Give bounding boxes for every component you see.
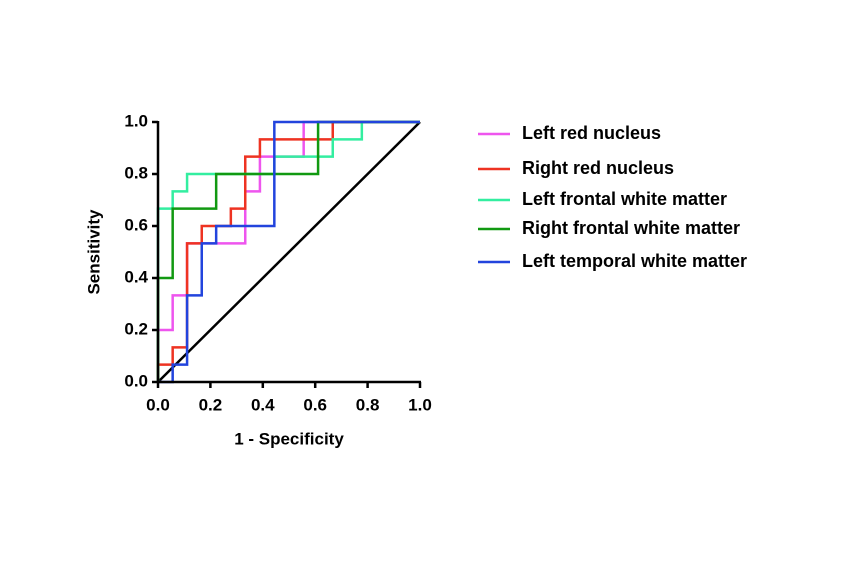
x-tick-label: 0.4 [251, 395, 275, 414]
y-tick-label: 0.0 [124, 371, 148, 390]
roc-curve [158, 120, 420, 384]
x-tick-label: 1.0 [408, 395, 432, 414]
x-tick-label: 0.8 [356, 395, 380, 414]
legend-label: Left red nucleus [522, 123, 661, 143]
legend-label: Left temporal white matter [522, 251, 747, 271]
y-tick-label: 0.2 [124, 319, 148, 338]
y-tick-label: 0.4 [124, 267, 148, 286]
y-axis-label: Sensitivity [84, 209, 103, 295]
x-tick-label: 0.0 [146, 395, 170, 414]
reference-line [157, 121, 421, 383]
legend-label: Right red nucleus [522, 158, 674, 178]
legend-label: Right frontal white matter [522, 218, 740, 238]
x-tick-label: 0.6 [303, 395, 327, 414]
legend-label: Left frontal white matter [522, 189, 727, 209]
y-tick-label: 1.0 [124, 111, 148, 130]
y-tick-label: 0.8 [124, 163, 148, 182]
x-tick-label: 0.2 [199, 395, 223, 414]
roc-curve [156, 120, 420, 382]
x-axis-label: 1 - Specificity [234, 429, 344, 448]
y-tick-label: 0.6 [124, 215, 148, 234]
